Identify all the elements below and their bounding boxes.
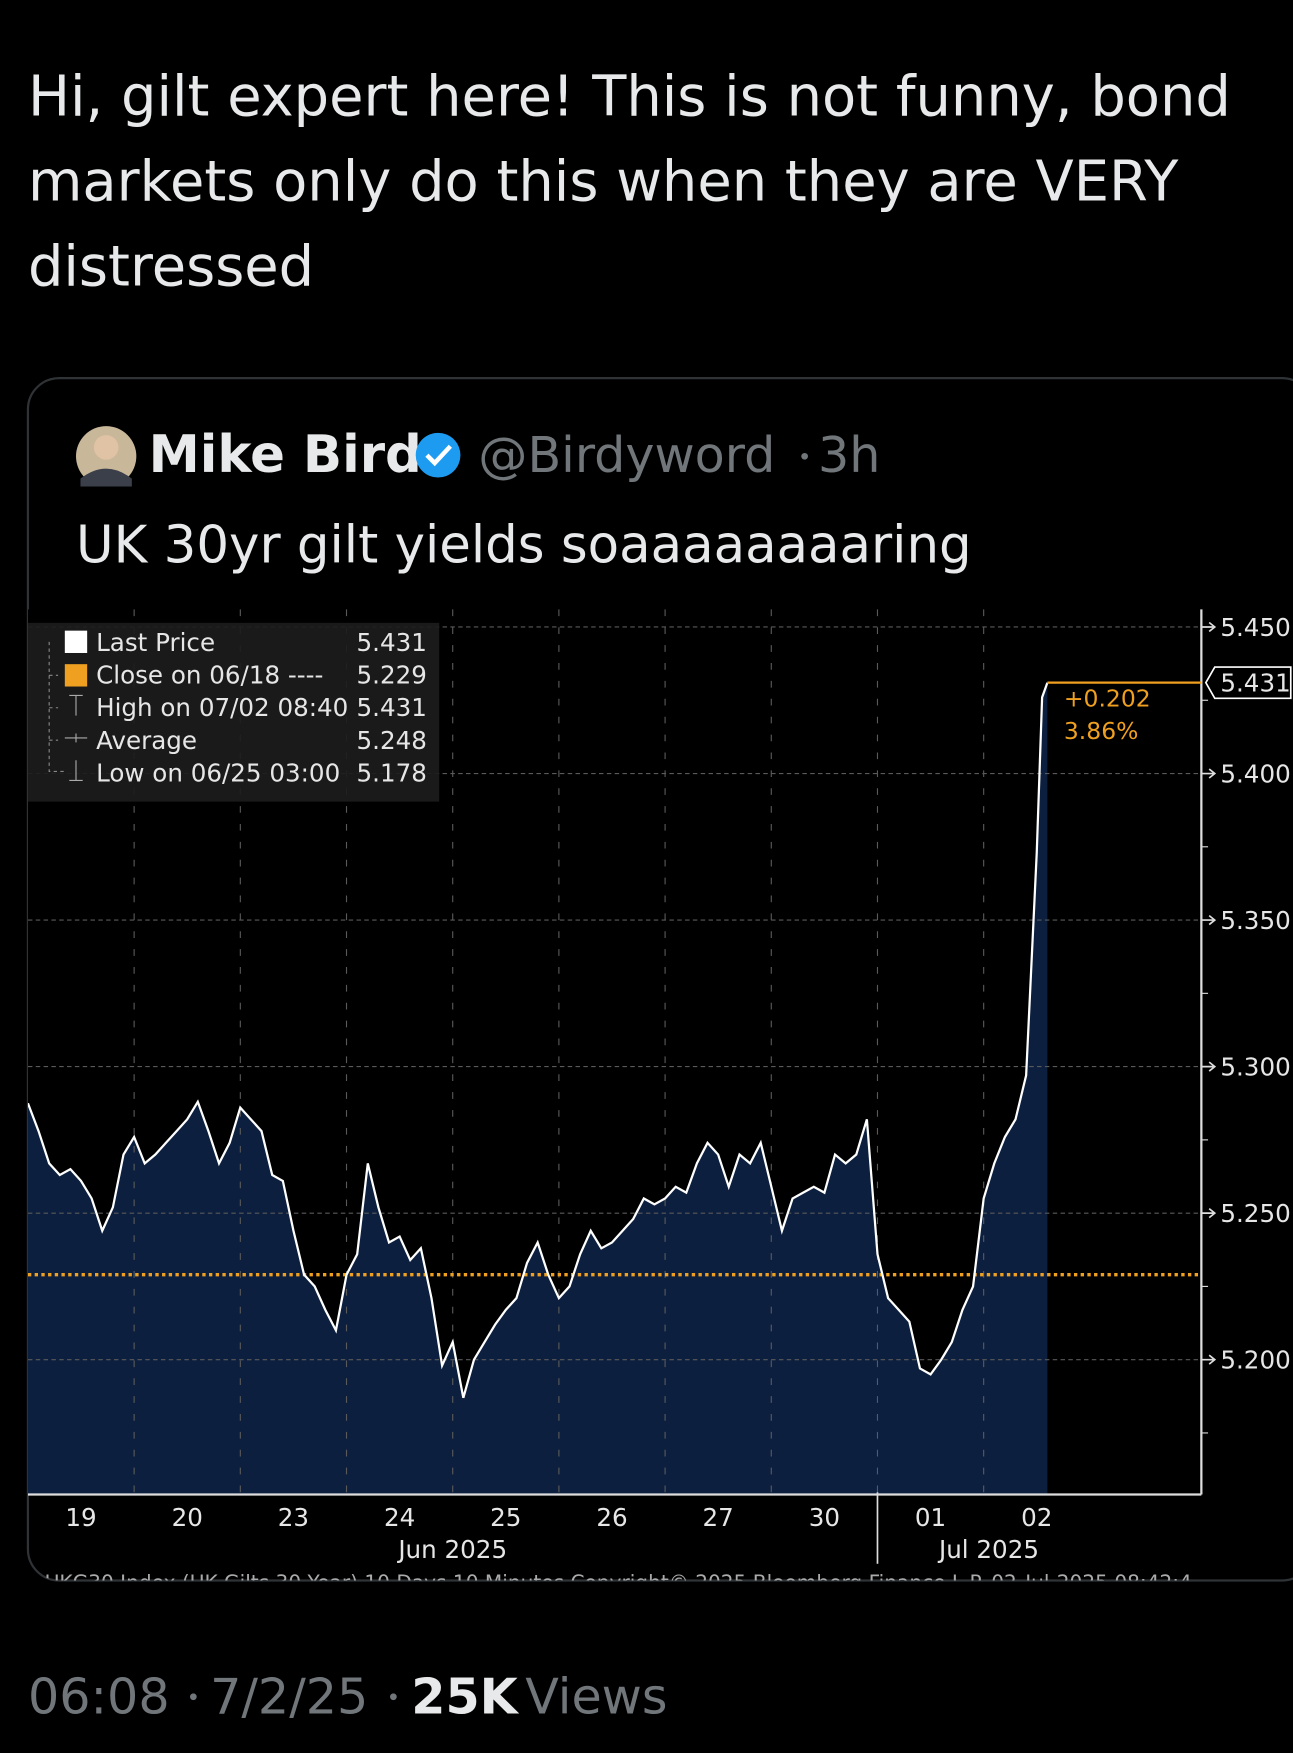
x-tick-label: 02 [1021,1503,1052,1532]
price-line [27,682,1049,1399]
separator-dot [189,1693,197,1701]
last-price-label: 5.431 [1220,669,1290,698]
tweet-text: Hi, gilt expert here! This is not funny,… [27,64,1231,299]
x-tick-label: 24 [384,1503,415,1532]
legend: Last Price 5.431 Close on 06/18 ---- 5.229 H… [48,628,427,788]
author-handle[interactable]: @Birdyword [478,426,775,484]
y-tick-label: 5.400 [1220,759,1290,788]
badge-check [425,444,453,467]
legend-value: 5.229 [357,660,427,689]
legend-swatch [64,664,88,687]
tweet-date: 7/2/25 [210,1668,368,1726]
tweet-age: 3h [818,426,880,484]
source-text: UKG30 Index (UK Gilts 30 Year) 10 Days 1… [45,1570,1192,1594]
y-tick-label: 5.200 [1220,1346,1290,1375]
y-tick [1201,768,1217,779]
legend-box [27,622,440,802]
legend-label: Low on 06/25 03:00 [96,759,340,788]
y-tick-label: 5.250 [1220,1199,1290,1228]
avatar-body [80,468,132,487]
chart: 5.200 5.250 5.300 5.350 5.400 5.450 19 20 23 24 25… [27,609,1292,1594]
tweet-time: 06:08 [28,1668,170,1726]
y-tick [1201,1208,1217,1219]
x-tick-label: 27 [703,1503,734,1532]
separator-dot [390,1693,397,1701]
legend-value: 5.431 [357,628,427,657]
verified-badge [415,432,461,478]
avatar [75,426,137,487]
legend-value: 5.248 [357,726,427,755]
y-tick-label: 5.300 [1220,1053,1290,1082]
views-label: Views [525,1668,667,1726]
x-tick-label: 25 [490,1503,521,1532]
legend-glyph [69,760,83,781]
area [27,682,1048,1495]
author-name[interactable]: Mike Bird [149,425,422,485]
legend-tree [48,641,65,773]
month-label: Jun 2025 [396,1535,507,1564]
legend-glyph [69,694,83,716]
avatar-face [93,435,119,460]
x-tick-label: 26 [596,1503,627,1532]
separator-dot [801,452,808,460]
legend-glyph [64,733,88,743]
badge-circle [415,432,461,478]
legend-label: Last Price [96,628,215,657]
x-tick-label: 19 [65,1503,96,1532]
quoted-text: UK 30yr gilt yields soaaaaaaaaring [76,515,972,575]
change-annotation: +0.202 [1064,685,1151,713]
y-tick-label: 5.350 [1220,906,1290,935]
x-tick-label: 20 [172,1503,203,1532]
y-tick [1201,914,1217,926]
legend-value: 5.431 [357,693,427,722]
legend-label: High on 07/02 08:40 [96,693,348,722]
y-tick [1201,1061,1217,1072]
views-count: 25K [411,1668,519,1726]
legend-value: 5.178 [357,759,427,788]
y-tick [1201,1354,1217,1365]
last-price-box [1204,666,1292,700]
legend-swatch [64,630,88,653]
change-annotation: 3.86% [1064,717,1139,745]
month-label: Jul 2025 [937,1535,1039,1564]
y-tick-label: 5.450 [1220,613,1290,642]
legend-label: Close on 06/18 ---- [96,660,323,689]
x-tick-label: 23 [278,1503,309,1532]
legend-label: Average [96,726,197,755]
tweet-text-box: Hi, gilt expert here! This is not funny,… [27,64,1231,299]
x-tick-label: 01 [915,1503,946,1532]
y-tick [1201,621,1217,633]
x-tick-label: 30 [809,1503,840,1532]
